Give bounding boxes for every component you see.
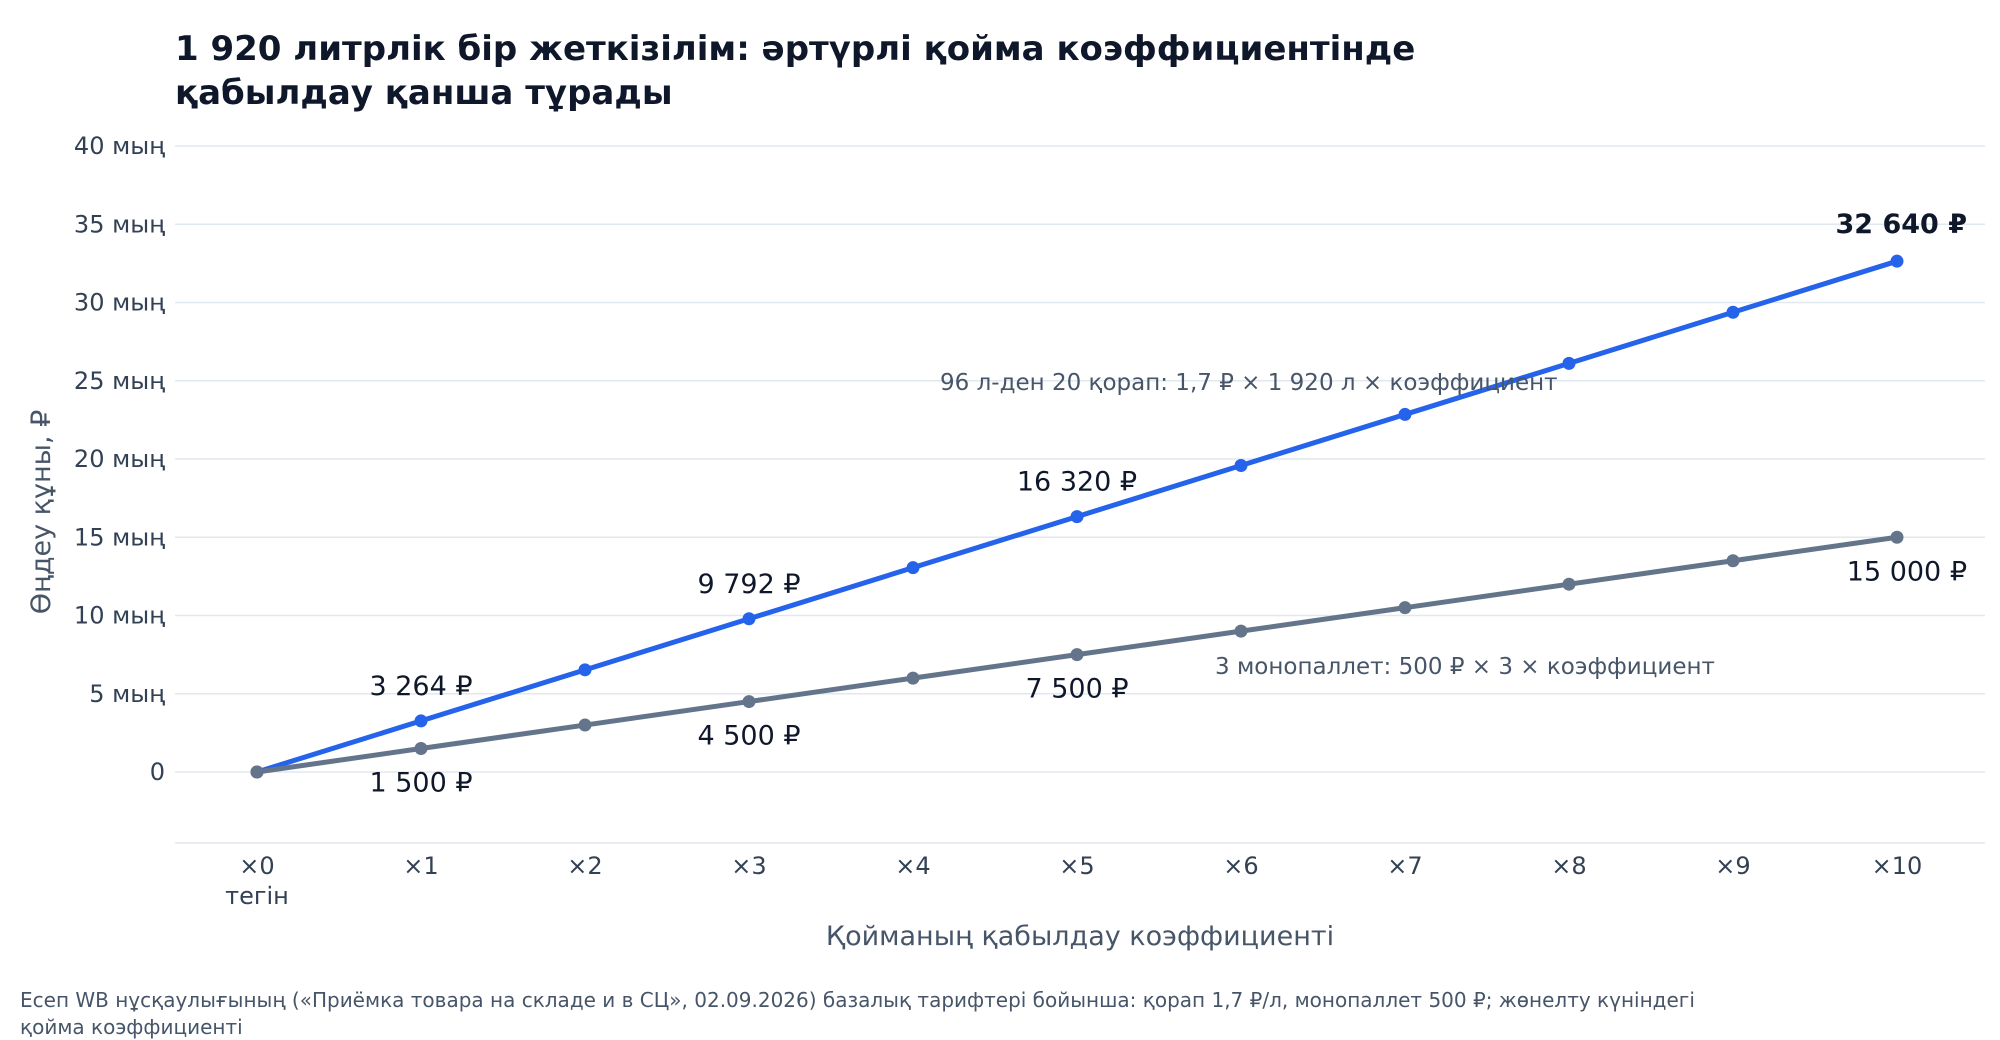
data-point-pallet (414, 742, 428, 756)
series (250, 254, 1904, 779)
footnote: Есеп WB нұсқаулығының («Приёмка товара н… (20, 988, 1695, 1039)
y-tick-label: 10 мың (74, 602, 165, 630)
data-point-box (1562, 356, 1576, 370)
data-point-pallet (1890, 530, 1904, 544)
grid (175, 145, 1985, 773)
data-point-pallet (742, 695, 756, 709)
y-tick-label: 40 мың (74, 132, 165, 160)
x-tick-sublabel: тегін (225, 882, 289, 910)
data-point-pallet (250, 765, 264, 779)
x-axis-label: Қойманың қабылдау коэффициенті (826, 921, 1334, 952)
data-point-pallet (906, 671, 920, 685)
data-point-box (414, 714, 428, 728)
chart-title-line-1: 1 920 литрлік бір жеткізілім: әртүрлі қо… (175, 29, 1415, 69)
chart-title-line-2: қабылдау қанша тұрады (175, 73, 673, 113)
x-tick-label: ×0 (239, 852, 274, 880)
y-tick-label: 35 мың (74, 210, 165, 238)
x-tick-label: ×10 (1872, 852, 1923, 880)
y-tick-label: 15 мың (74, 523, 165, 551)
y-tick-label: 20 мың (74, 445, 165, 473)
data-label-pallet: 7 500 ₽ (1025, 674, 1128, 705)
data-point-box (1726, 305, 1740, 319)
data-label-box: 32 640 ₽ (1835, 209, 1967, 240)
data-point-pallet (1070, 648, 1084, 662)
series-annotation-pallet: 3 монопаллет: 500 ₽ × 3 × коэффициент (1215, 654, 1715, 680)
data-label-pallet: 1 500 ₽ (369, 768, 472, 799)
data-point-box (906, 561, 920, 575)
x-tick-label: ×6 (1223, 852, 1258, 880)
data-point-pallet (1398, 601, 1412, 615)
data-point-box (1398, 407, 1412, 421)
data-point-pallet (578, 718, 592, 732)
data-label-pallet: 4 500 ₽ (697, 721, 800, 752)
data-point-box (1070, 510, 1084, 524)
data-label-pallet: 15 000 ₽ (1847, 556, 1967, 587)
data-label-box: 3 264 ₽ (369, 671, 472, 702)
footnote-line-2: қойма коэффициенті (20, 1015, 243, 1039)
data-label-box: 9 792 ₽ (697, 569, 800, 600)
x-tick-label: ×8 (1551, 852, 1586, 880)
y-axis-ticks: 0 5 мың 10 мың 15 мың 20 мың 25 мың 30 мың 35 м… (74, 132, 165, 786)
series-annotation-box: 96 л-ден 20 қорап: 1,7 ₽ × 1 920 л × коэ… (940, 370, 1558, 396)
x-tick-label: ×2 (567, 852, 602, 880)
data-point-box (578, 663, 592, 677)
data-label-box: 16 320 ₽ (1017, 467, 1137, 498)
data-point-pallet (1562, 577, 1576, 591)
x-tick-label: ×5 (1059, 852, 1094, 880)
data-point-pallet (1726, 554, 1740, 568)
y-tick-label: 0 (150, 758, 165, 786)
data-point-box (1234, 459, 1248, 473)
data-labels: 3 264 ₽ 9 792 ₽ 16 320 ₽ 32 640 ₽ 1 500 ₽ 4 5… (369, 209, 1967, 798)
y-tick-label: 30 мың (74, 289, 165, 317)
y-tick-label: 5 мың (89, 680, 165, 708)
data-point-box (742, 612, 756, 626)
x-tick-label: ×7 (1387, 852, 1422, 880)
data-point-pallet (1234, 624, 1248, 638)
footnote-line-1: Есеп WB нұсқаулығының («Приёмка товара н… (20, 988, 1695, 1012)
x-tick-label: ×1 (403, 852, 438, 880)
chart-title: 1 920 литрлік бір жеткізілім: әртүрлі қо… (175, 29, 1415, 113)
data-point-box (1890, 254, 1904, 268)
x-tick-label: ×4 (895, 852, 930, 880)
x-tick-label: ×3 (731, 852, 766, 880)
x-tick-label: ×9 (1715, 852, 1750, 880)
y-tick-label: 25 мың (74, 367, 165, 395)
y-axis-label: Өңдеу құны, ₽ (26, 410, 57, 615)
